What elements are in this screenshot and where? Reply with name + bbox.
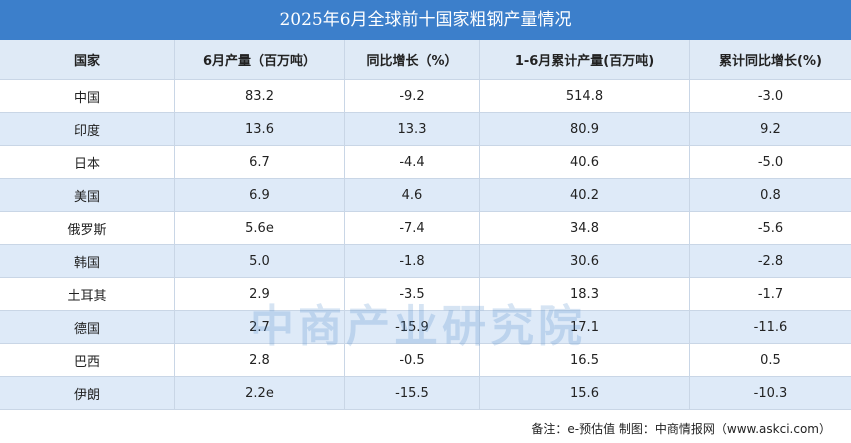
table-row: 中国 83.2 -9.2 514.8 -3.0 [0,80,851,113]
table-cell: 2.9 [175,278,345,310]
table-cell: 印度 [0,113,175,145]
table-cell: -15.9 [345,311,480,343]
table-row: 伊朗 2.2e -15.5 15.6 -10.3 [0,377,851,410]
table-cell: -10.3 [753,385,788,401]
table-cell: 中国 [0,80,175,112]
table-cell: -9.2 [345,80,480,112]
table-cell: 13.3 [345,113,480,145]
table-cell: 伊朗 [0,377,175,409]
table-cell: 30.6 [480,245,690,277]
table-row: 德国 2.7 -15.9 17.1 -11.6 [0,311,851,344]
table-cell: 5.0 [175,245,345,277]
table-cell: 514.8 [480,80,690,112]
table-cell: -1.8 [345,245,480,277]
table-cell: 40.6 [480,146,690,178]
header-cell: 同比增长（%） [345,40,480,79]
title: 2025年6月全球前十国家粗钢产量情况 [0,0,851,40]
table-cell: -11.6 [753,319,788,335]
table-cell: -0.5 [345,344,480,376]
table-row: 土耳其 2.9 -3.5 18.3 -1.7 [0,278,851,311]
table-cell: 80.9 [480,113,690,145]
table-cell: -15.5 [345,377,480,409]
table-cell: 15.6 [480,377,690,409]
table-cell: 日本 [0,146,175,178]
table-row: 美国 6.9 4.6 40.2 0.8 [0,179,851,212]
table-cell: 6.9 [175,179,345,211]
table-row: 印度 13.6 13.3 80.9 9.2 [0,113,851,146]
table-cell: 9.2 [760,121,781,137]
header-cell: 国家 [0,40,175,79]
table-cell: -5.6 [757,220,784,236]
table-cell: 83.2 [175,80,345,112]
table-cell: 土耳其 [0,278,175,310]
table-cell: -7.4 [345,212,480,244]
table-cell: 13.6 [175,113,345,145]
header-cell: 1-6月累计产量(百万吨) [480,40,690,79]
table-row: 巴西 2.8 -0.5 16.5 0.5 [0,344,851,377]
table-cell: 2.8 [175,344,345,376]
table-cell: 16.5 [480,344,690,376]
table-cell: -3.0 [757,88,784,104]
table-cell: 德国 [0,311,175,343]
table-cell: 4.6 [345,179,480,211]
table-cell: -2.8 [757,253,784,269]
table-cell: 巴西 [0,344,175,376]
table: 国家 6月产量（百万吨） 同比增长（%） 1-6月累计产量(百万吨) 累计同比增长(%)… [0,40,851,410]
table-row: 日本 6.7 -4.4 40.6 -5.0 [0,146,851,179]
table-cell: 0.5 [760,352,781,368]
table-cell: -3.5 [345,278,480,310]
table-cell: 俄罗斯 [0,212,175,244]
table-cell: 6.7 [175,146,345,178]
header-cell: 6月产量（百万吨） [175,40,345,79]
header-row: 国家 6月产量（百万吨） 同比增长（%） 1-6月累计产量(百万吨) 累计同比增长(%) [0,40,851,80]
table-cell: 韩国 [0,245,175,277]
header-cell: 累计同比增长(%) [719,54,822,69]
footer-note: 备注：e-预估值 制图：中商情报网（www.askci.com） [531,422,831,436]
table-cell: 5.6e [175,212,345,244]
table-cell: 18.3 [480,278,690,310]
table-row: 韩国 5.0 -1.8 30.6 -2.8 [0,245,851,278]
table-cell: 17.1 [480,311,690,343]
table-cell: 美国 [0,179,175,211]
table-cell: -1.7 [757,286,784,302]
table-cell: 40.2 [480,179,690,211]
table-cell: -5.0 [757,154,784,170]
table-cell: 2.2e [175,377,345,409]
table-cell: 2.7 [175,311,345,343]
table-cell: -4.4 [345,146,480,178]
table-cell: 0.8 [760,187,781,203]
table-row: 俄罗斯 5.6e -7.4 34.8 -5.6 [0,212,851,245]
table-cell: 34.8 [480,212,690,244]
